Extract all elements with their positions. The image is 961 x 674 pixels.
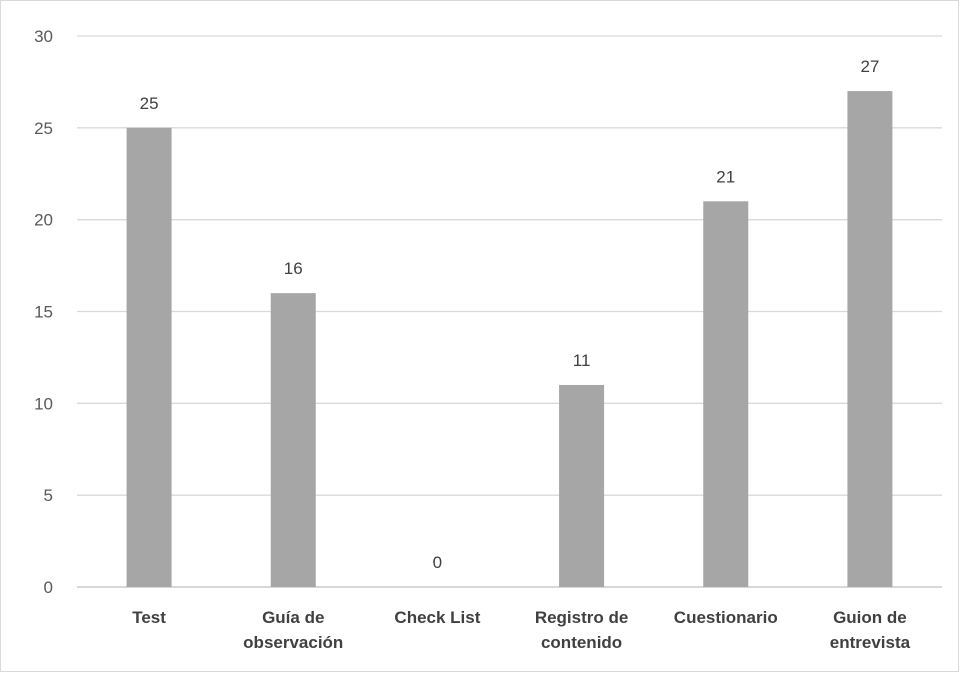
data-labels: 25 16 0 11 21 27 — [140, 57, 880, 572]
x-category-label: Test — [132, 608, 166, 627]
x-category-label-line: observación — [243, 633, 343, 652]
data-label: 11 — [573, 351, 591, 370]
bar — [126, 127, 172, 587]
y-tick-label: 25 — [34, 119, 53, 138]
bar — [559, 384, 605, 587]
x-category-label-line: Cuestionario — [674, 608, 778, 627]
y-tick-label: 5 — [44, 486, 53, 505]
gridlines — [77, 35, 942, 588]
data-label: 0 — [433, 553, 442, 572]
x-category-label: Guía de observación — [243, 608, 343, 652]
data-label: 27 — [860, 57, 879, 76]
y-tick-label: 0 — [44, 578, 53, 597]
y-tick-label: 20 — [34, 211, 53, 230]
bars — [126, 91, 893, 588]
bar — [703, 201, 749, 588]
x-category-label: Registro de contenido — [535, 608, 629, 652]
data-label: 16 — [284, 259, 303, 278]
data-label: 21 — [716, 167, 735, 186]
x-category-label-line: Test — [132, 608, 166, 627]
x-category-label-line: Guion de — [833, 608, 907, 627]
x-category-label-line: Registro de — [535, 608, 629, 627]
bar — [847, 91, 893, 587]
y-axis-ticks: 0 5 10 15 20 25 30 — [34, 27, 53, 597]
bar — [270, 293, 316, 587]
x-axis-categories: Test Guía de observación Check List Registro… — [132, 608, 910, 652]
x-category-label: Check List — [394, 608, 480, 627]
x-category-label-line: entrevista — [830, 633, 911, 652]
x-category-label-line: Check List — [394, 608, 480, 627]
y-tick-label: 15 — [34, 303, 53, 322]
y-tick-label: 10 — [34, 394, 53, 413]
x-category-label-line: contenido — [541, 633, 622, 652]
data-label: 25 — [140, 94, 159, 113]
x-category-label-line: Guía de — [262, 608, 324, 627]
y-tick-label: 30 — [34, 27, 53, 46]
x-category-label: Cuestionario — [674, 608, 778, 627]
x-category-label: Guion de entrevista — [830, 608, 911, 652]
